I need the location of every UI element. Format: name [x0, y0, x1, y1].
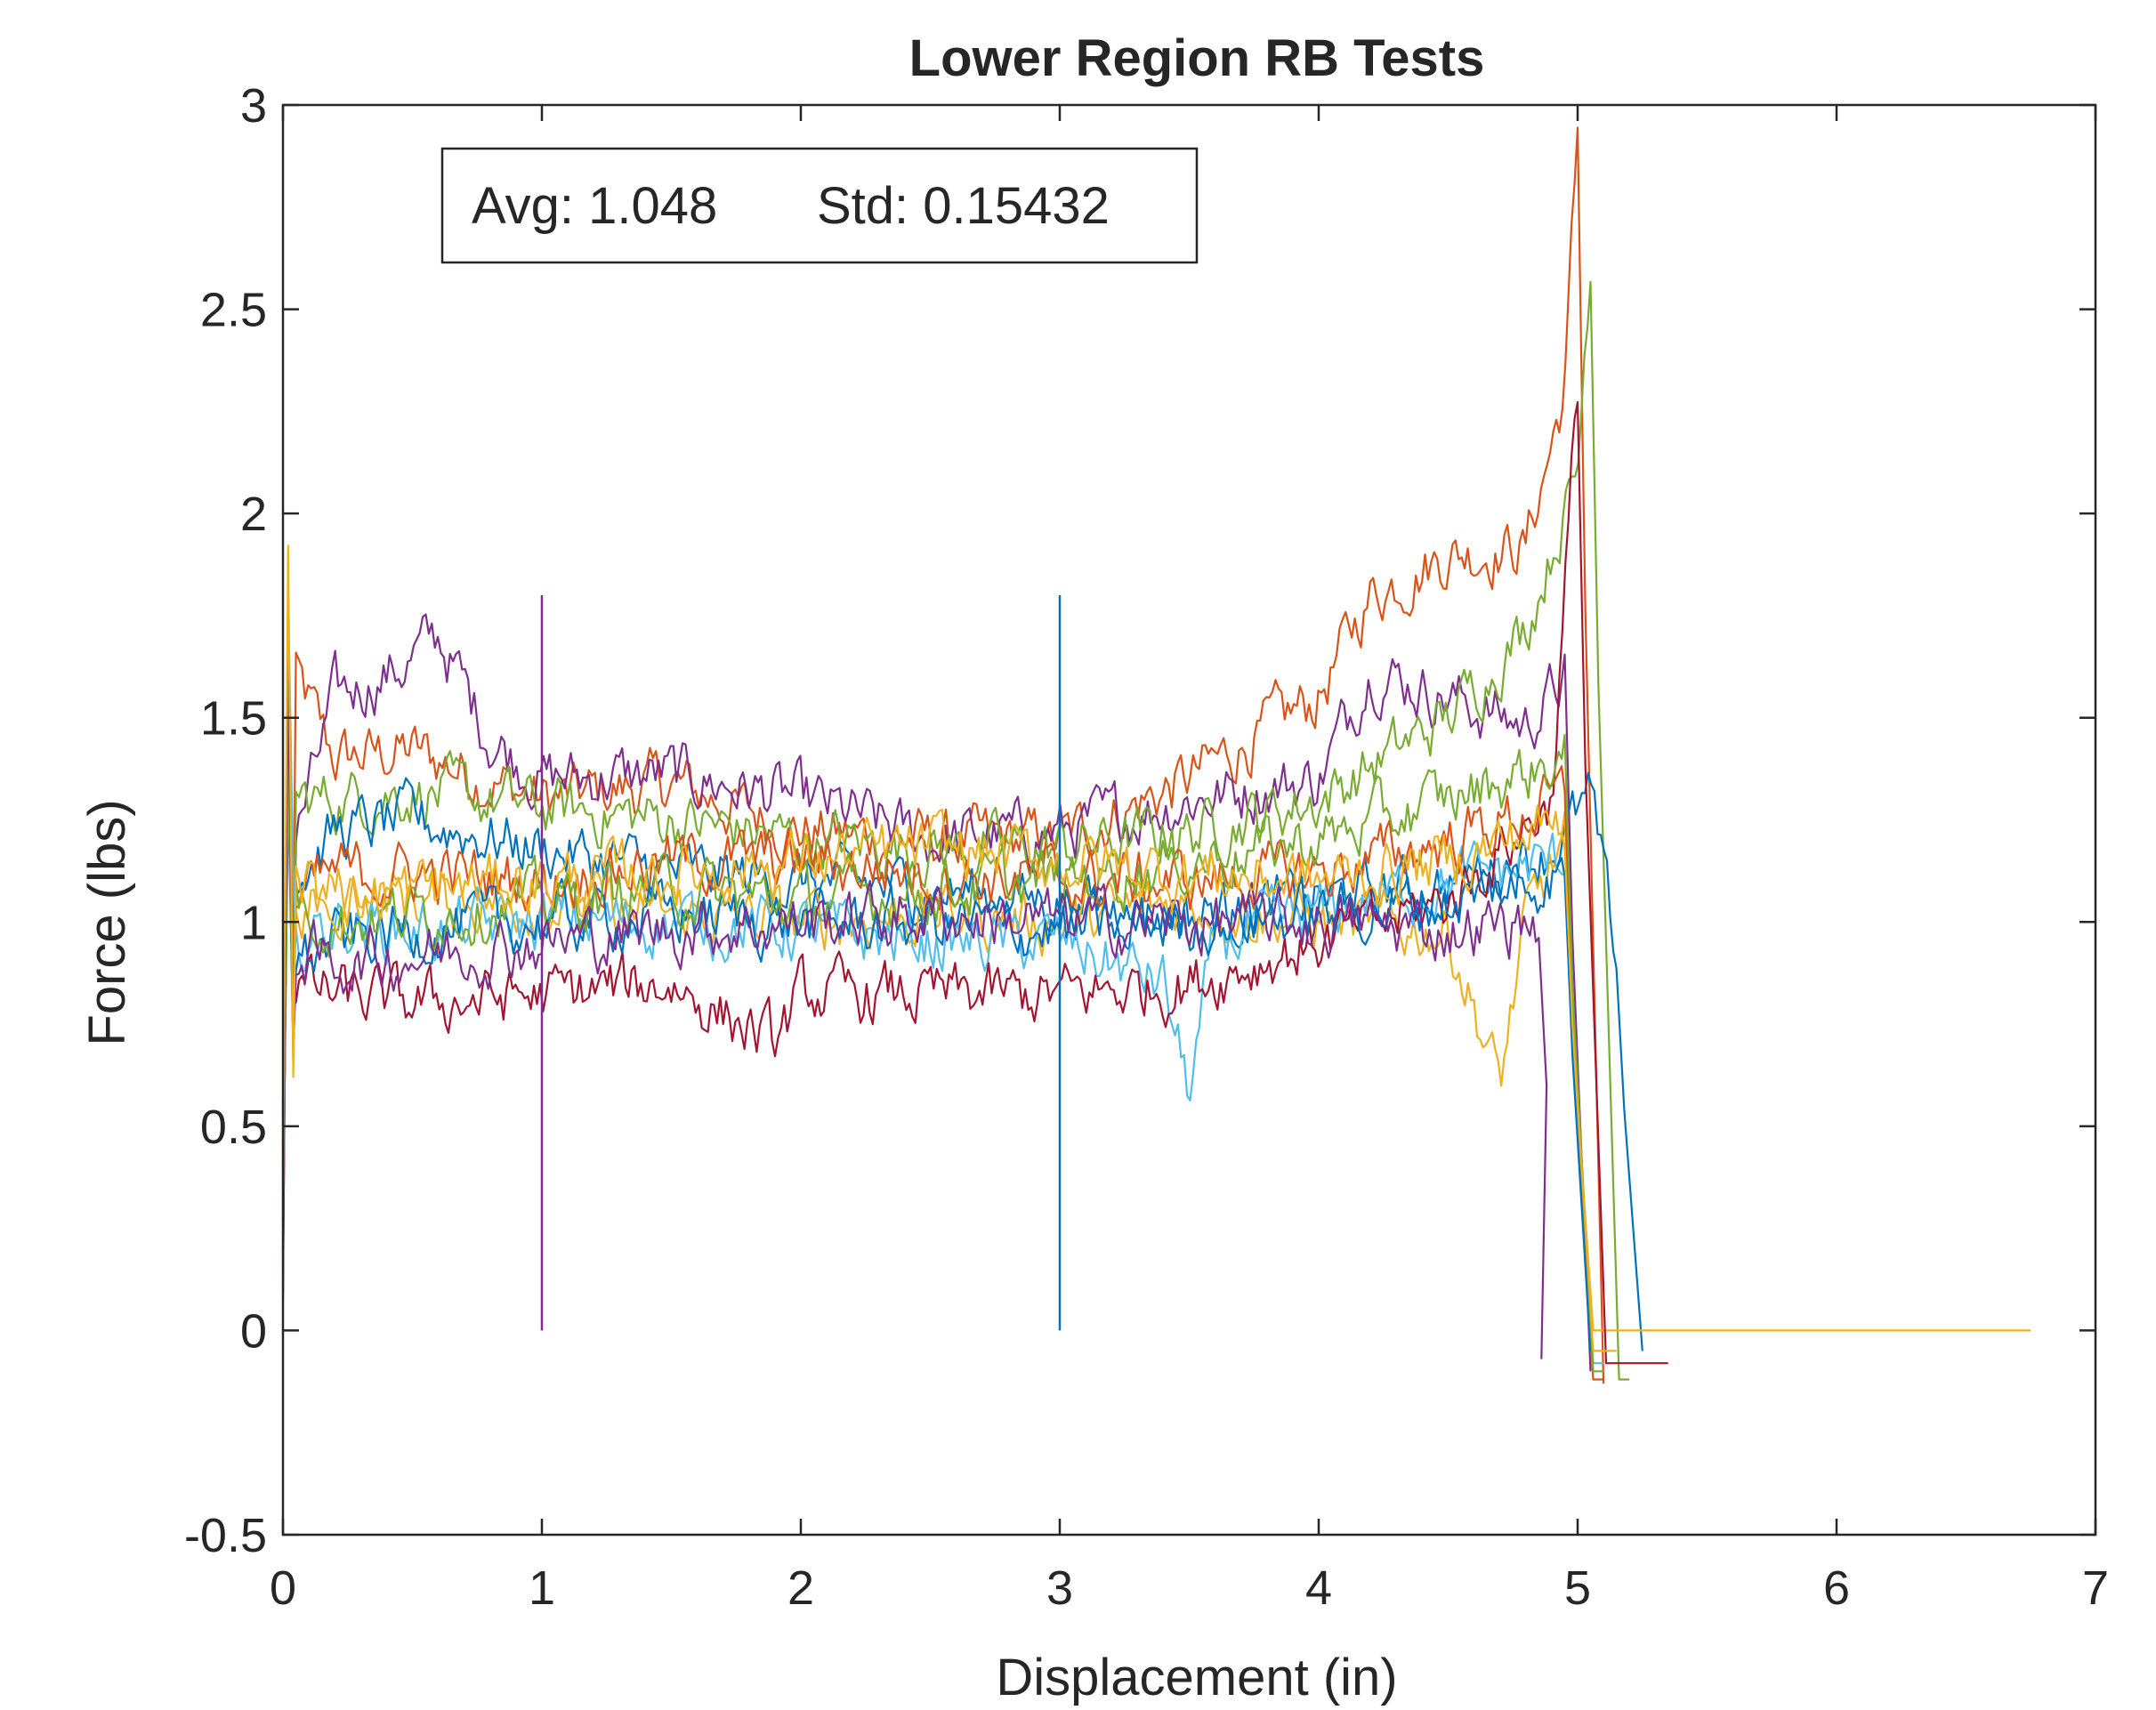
annotation-avg: Avg: 1.048 [472, 177, 717, 235]
x-tick-label: 6 [1823, 1561, 1850, 1615]
y-tick-label: 2 [240, 488, 267, 541]
plot-area: 0 1 2 3 4 5 6 7-0.500.511.522.53 [184, 79, 2109, 1615]
x-tick-label: 3 [1046, 1561, 1073, 1615]
x-tick-label: 4 [1305, 1561, 1332, 1615]
series-line [283, 544, 1617, 1352]
x-axis-label: Displacement (in) [996, 1649, 1397, 1706]
series-line [283, 663, 1548, 1359]
y-tick-label: 1.5 [200, 692, 267, 746]
y-tick-label: 0 [240, 1304, 267, 1358]
series-line [283, 733, 1604, 1373]
x-tick-label: 0 [270, 1561, 296, 1615]
series-line [283, 400, 1668, 1365]
x-tick-label: 7 [2082, 1561, 2109, 1615]
series-layer [283, 126, 2031, 1384]
annotation-std: Std: 0.15432 [817, 177, 1110, 235]
x-tick-label: 2 [787, 1561, 814, 1615]
y-axis-label: Force (lbs) [78, 799, 136, 1045]
series-line [283, 280, 1630, 1381]
annotation-box: Avg: 1.048 Std: 0.15432 [440, 147, 1199, 264]
series-line [283, 723, 1643, 1351]
annotation-frame [440, 147, 1199, 264]
y-tick-label: -0.5 [184, 1509, 267, 1562]
ticks-layer: 0 1 2 3 4 5 6 7-0.500.511.522.53 [184, 79, 2109, 1615]
chart-title: Lower Region RB Tests [909, 29, 1485, 87]
y-tick-label: 1 [240, 896, 267, 949]
series-line [283, 714, 2031, 1332]
series-line [283, 704, 1604, 1381]
axes-box [281, 103, 2097, 1537]
series-line [283, 126, 1605, 1384]
x-tick-label: 5 [1564, 1561, 1591, 1615]
x-tick-label: 1 [529, 1561, 555, 1615]
y-tick-label: 0.5 [200, 1101, 267, 1154]
y-tick-label: 3 [240, 79, 267, 133]
y-tick-label: 2.5 [200, 284, 267, 337]
